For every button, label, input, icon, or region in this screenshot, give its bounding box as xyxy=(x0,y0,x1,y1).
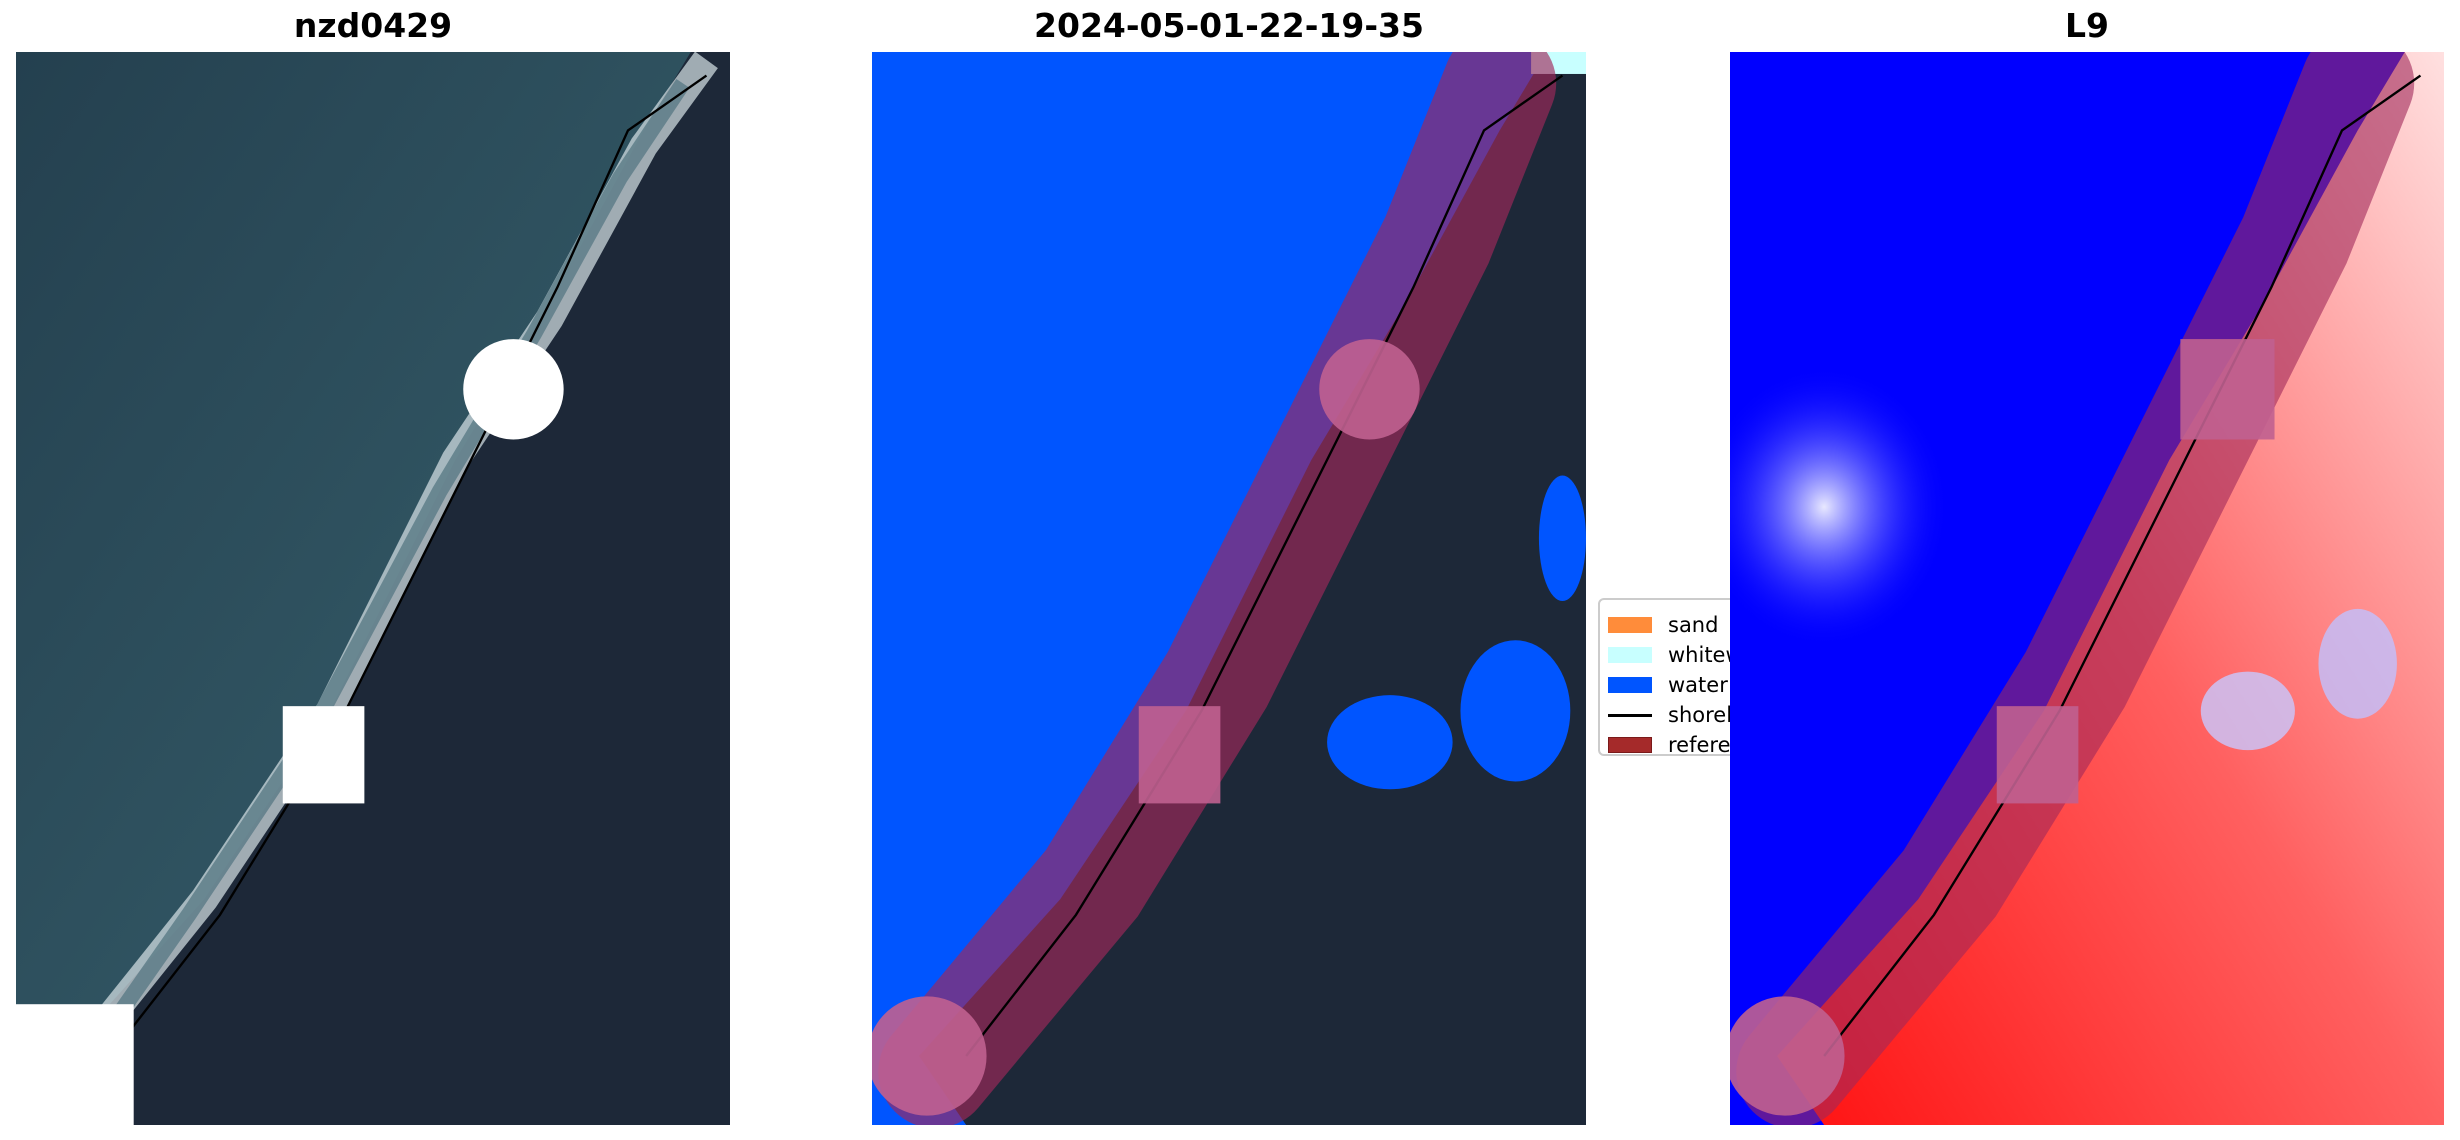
panel-title-index: L9 xyxy=(2065,6,2109,45)
legend-item-sand: sand xyxy=(1608,610,1786,640)
legend-label: water xyxy=(1668,673,1728,697)
shoreline-swatch xyxy=(1608,713,1652,717)
cloud-area xyxy=(1730,365,1950,649)
masked-area xyxy=(872,996,987,1116)
sand-swatch xyxy=(1608,617,1652,633)
legend-item-water: water xyxy=(1608,670,1786,700)
index-panel xyxy=(1730,52,2444,1125)
inland-water xyxy=(1460,640,1571,782)
shoreline-line xyxy=(965,74,1564,1057)
masked-area xyxy=(2180,339,2275,440)
cloud-mask xyxy=(282,706,365,804)
masked-area xyxy=(1319,339,1420,440)
shoreline-line xyxy=(109,74,708,1057)
whitewater-swatch xyxy=(1608,647,1652,663)
water-swatch xyxy=(1608,677,1652,693)
panel-title-classification: 2024-05-01-22-19-35 xyxy=(1034,6,1424,45)
rgb-image-panel xyxy=(16,52,730,1125)
inland-water xyxy=(1327,695,1453,790)
cloud-mask xyxy=(16,1004,134,1125)
masked-area xyxy=(1730,996,1845,1116)
inland-water xyxy=(1538,475,1586,602)
cloud-mask xyxy=(463,339,564,440)
legend-label: sand xyxy=(1668,613,1719,637)
panel-title-rgb: nzd0429 xyxy=(293,6,453,45)
masked-area xyxy=(1996,706,2079,804)
shoreline-line xyxy=(1823,74,2422,1057)
masked-area xyxy=(1138,706,1221,804)
reference-swatch xyxy=(1608,737,1652,753)
classification-panel xyxy=(872,52,1586,1125)
